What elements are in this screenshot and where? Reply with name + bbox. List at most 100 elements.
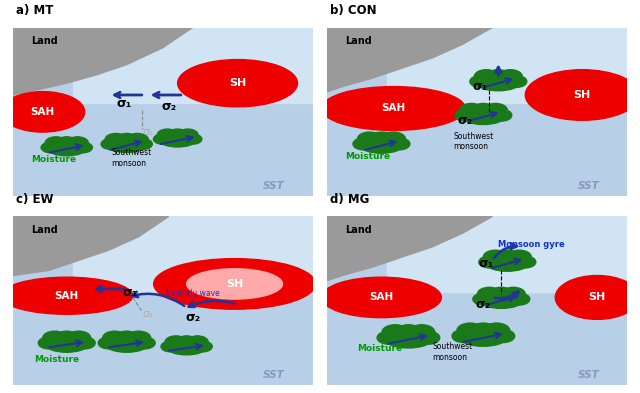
Text: Land: Land <box>31 225 58 235</box>
Circle shape <box>184 134 202 144</box>
Ellipse shape <box>160 134 195 147</box>
Circle shape <box>178 129 198 141</box>
Circle shape <box>460 103 483 117</box>
Text: SST: SST <box>262 370 284 380</box>
Text: σ₂: σ₂ <box>161 100 176 113</box>
Circle shape <box>102 331 127 345</box>
Circle shape <box>479 256 500 268</box>
Circle shape <box>381 132 405 145</box>
Text: SST: SST <box>262 182 284 191</box>
Ellipse shape <box>106 337 148 352</box>
Circle shape <box>115 331 139 345</box>
Circle shape <box>470 323 497 338</box>
Text: Southwest
monsoon: Southwest monsoon <box>112 149 152 168</box>
Circle shape <box>134 337 155 349</box>
Circle shape <box>490 287 513 301</box>
Circle shape <box>408 325 435 340</box>
Circle shape <box>377 331 400 344</box>
Ellipse shape <box>556 275 639 320</box>
Circle shape <box>452 330 475 343</box>
Circle shape <box>369 132 394 145</box>
Circle shape <box>499 70 522 83</box>
Circle shape <box>187 336 208 348</box>
Circle shape <box>491 109 512 121</box>
Circle shape <box>509 293 530 305</box>
Text: σ₁: σ₁ <box>142 309 153 319</box>
Text: SH: SH <box>229 78 246 88</box>
Circle shape <box>67 331 91 345</box>
Circle shape <box>67 137 88 149</box>
Text: c) EW: c) EW <box>16 193 53 206</box>
Ellipse shape <box>525 70 639 120</box>
Circle shape <box>486 70 510 83</box>
Circle shape <box>43 331 67 345</box>
Circle shape <box>157 129 178 141</box>
Ellipse shape <box>481 293 522 309</box>
Bar <box>387 22 627 103</box>
Polygon shape <box>328 28 492 92</box>
Text: Moisture: Moisture <box>34 354 79 364</box>
Circle shape <box>506 75 527 87</box>
Text: SAH: SAH <box>31 107 55 117</box>
Circle shape <box>455 109 476 121</box>
Circle shape <box>168 129 188 141</box>
Text: d) MG: d) MG <box>330 193 370 206</box>
Text: σ₁: σ₁ <box>116 97 131 110</box>
Ellipse shape <box>168 341 205 355</box>
Circle shape <box>353 138 374 150</box>
Ellipse shape <box>321 277 442 318</box>
Circle shape <box>105 134 127 145</box>
Polygon shape <box>328 217 492 281</box>
Circle shape <box>396 325 422 340</box>
Circle shape <box>477 287 501 301</box>
Text: SAH: SAH <box>369 292 394 303</box>
Ellipse shape <box>46 337 88 352</box>
Circle shape <box>193 341 212 352</box>
Bar <box>73 22 312 103</box>
Polygon shape <box>13 217 169 275</box>
Circle shape <box>492 330 515 343</box>
Circle shape <box>38 337 60 349</box>
Circle shape <box>417 331 440 344</box>
Ellipse shape <box>486 256 528 271</box>
Ellipse shape <box>462 109 504 125</box>
Circle shape <box>483 323 509 338</box>
Circle shape <box>515 256 536 268</box>
Text: σ₁: σ₁ <box>473 80 488 93</box>
Ellipse shape <box>178 60 298 107</box>
Text: σ₁: σ₁ <box>122 286 138 299</box>
Ellipse shape <box>460 330 506 346</box>
Circle shape <box>116 134 138 145</box>
Text: σ₂: σ₂ <box>476 298 491 311</box>
Circle shape <box>41 142 60 153</box>
Circle shape <box>358 132 381 145</box>
Text: σ₁: σ₁ <box>479 257 494 270</box>
Text: SH: SH <box>573 90 591 100</box>
Circle shape <box>56 137 77 149</box>
Text: Moisture: Moisture <box>346 152 390 161</box>
Circle shape <box>45 137 67 149</box>
Polygon shape <box>13 28 193 95</box>
Circle shape <box>74 142 92 153</box>
Text: Land: Land <box>346 37 372 46</box>
Ellipse shape <box>187 269 282 299</box>
Circle shape <box>470 75 491 87</box>
Text: Moisture: Moisture <box>358 344 403 353</box>
Circle shape <box>483 250 508 264</box>
Circle shape <box>389 138 410 150</box>
Circle shape <box>127 331 150 345</box>
Text: σ₂: σ₂ <box>458 114 473 127</box>
Circle shape <box>127 134 148 145</box>
Circle shape <box>161 341 180 352</box>
Text: b) CON: b) CON <box>330 4 377 17</box>
Ellipse shape <box>321 86 465 130</box>
Ellipse shape <box>1 92 84 132</box>
Ellipse shape <box>360 138 403 153</box>
Text: Easterly wave: Easterly wave <box>166 289 220 298</box>
Circle shape <box>74 337 95 349</box>
Circle shape <box>457 323 483 338</box>
Circle shape <box>55 331 79 345</box>
Ellipse shape <box>48 142 86 156</box>
Text: σ₂: σ₂ <box>185 311 200 324</box>
Circle shape <box>495 250 519 264</box>
